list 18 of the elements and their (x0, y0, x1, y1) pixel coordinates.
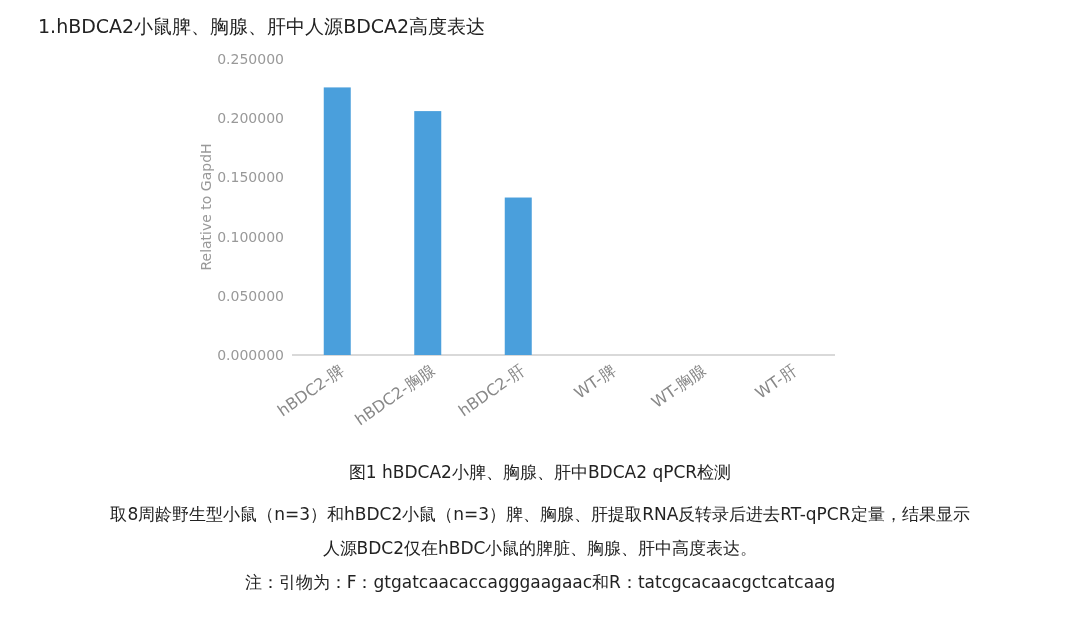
text: 取8周龄野生型小鼠（n=3）和hBDC2小鼠（n=3）脾、胸腺、肝提取RNA反转录后进去RT-qPCR定量，结果显示 (110, 504, 970, 524)
y-tick-label: 0.100000 (217, 228, 284, 245)
y-tick-label: 0.150000 (217, 169, 284, 186)
x-tick-label: WT-肝 (751, 360, 801, 403)
x-tick-label: WT-脾 (570, 360, 620, 403)
caption: 图1 hBDCA2小脾、胸腺、肝中BDCA2 qPCR检测 (348, 462, 732, 482)
bar (504, 197, 532, 355)
y-tick-label: 0.050000 (217, 287, 284, 304)
y-tick-label: 0.200000 (217, 110, 284, 127)
y-axis-title: Relative to GapdH (198, 143, 214, 271)
chart-title: 1.hBDCA2小鼠脾、胸腺、肝中人源BDCA2高度表达 (38, 15, 486, 37)
text: 注：引物为：F：gtgatcaacaccagggaagaac和R：tatcgcacaacgctcatcaag (244, 572, 836, 592)
x-tick-label: WT-胸腺 (647, 360, 710, 412)
bar (414, 111, 442, 355)
y-tick-label: 0.000000 (217, 347, 284, 363)
bar (323, 87, 351, 355)
text: 人源BDC2仅在hBDC小鼠的脾脏、胸腺、肝中高度表达。 (322, 538, 758, 558)
y-tick-label: 0.250000 (217, 51, 284, 67)
